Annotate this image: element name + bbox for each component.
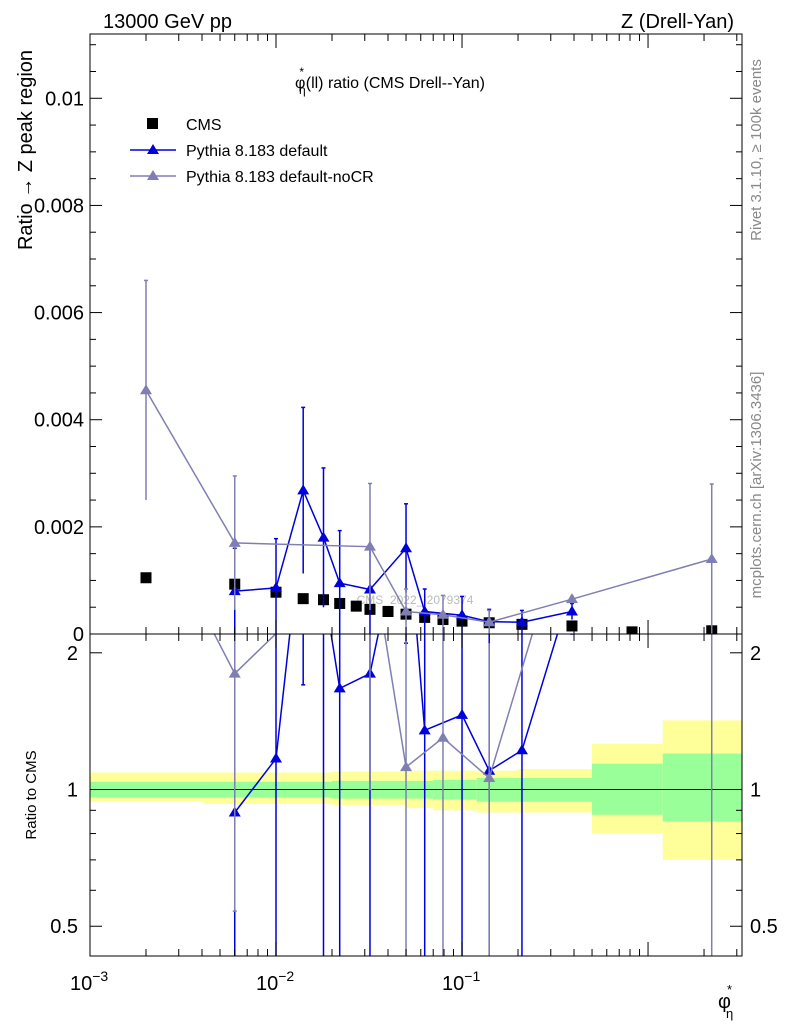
title-star: * [299,65,304,79]
mcplots-label: mcplots.cern.ch [arXiv:1306.3436] [748,372,765,599]
ratio-ylabel: Ratio to CMS [23,750,40,839]
header-process: Z (Drell-Yan) [621,11,734,33]
ratio-ytick-label-left-2: 2 [67,643,78,665]
title-eta: η [299,83,306,97]
cms-point-16 [626,626,638,634]
ratio-ytick-label-right-0: 0.5 [750,916,778,938]
pythia-8-183-default-nocr-point-4 [436,608,449,619]
ratio-ytick-label-left-1: 1 [67,780,78,802]
pythia-8-183-default-nocr-point-1 [228,536,241,547]
pythia-8-183-default-point-3 [317,531,330,542]
pythia-8-183-default-ratio-line [234,634,559,813]
pythia-8-183-default-point-10 [515,616,528,627]
xtick-exp: −2 [278,968,294,984]
ratio-xtick-label-0: 10−3 [70,968,108,995]
legend-cms-marker [147,118,158,129]
legend-nocr-label: Pythia 8.183 default-noCR [186,169,374,186]
pythia-8-183-default-nocr-point-7 [705,553,718,563]
legend-cms-label: CMS [186,117,222,134]
main-ytick-label-3: 0.006 [34,303,84,325]
main-series-layer [139,279,718,634]
ratio-ytick-label-left-0: 0.5 [50,916,78,938]
pythia-8-183-default-nocr-point-5 [483,616,496,627]
cms-point-0 [140,572,152,584]
xtick-base: 10 [256,973,278,995]
pythia-8-183-default-ratio-point-7 [418,724,431,735]
main-ylabel: Ratio → Z peak region [15,50,37,250]
title-rest: (ll) ratio (CMS Drell--Yan) [306,75,485,92]
xlabel-eta: η [726,1006,733,1021]
cms-point-15 [566,620,578,632]
cms-point-3 [297,593,309,605]
rivet-label: Rivet 3.1.10, ≥ 100k events [748,59,765,241]
legend-default-marker [147,144,159,154]
xtick-exp: −3 [92,968,108,984]
xtick-base: 10 [442,973,464,995]
legend: CMS Pythia 8.183 default Pythia 8.183 de… [130,117,374,186]
main-ytick-label-1: 0.002 [34,517,84,539]
main-ytick-label-5: 0.01 [45,88,84,110]
ratio-xtick-label-1: 10−2 [256,968,294,995]
pythia-8-183-default-nocr-ratio-point-3 [400,761,413,772]
ratio-frame [89,633,743,957]
pythia-8-183-default-point-6 [400,542,413,553]
pythia-8-183-default-point-11 [565,605,578,616]
main-title: φ* η(ll) ratio (CMS Drell--Yan) [295,65,485,97]
header-energy: 13000 GeV pp [103,11,232,33]
pythia-8-183-default-nocr-line [145,389,712,623]
pythia-8-183-default-ratio-point-1 [270,752,283,763]
ratio-band-inner-8 [662,753,742,822]
pythia-8-183-default-nocr-ratio-point-5 [483,772,496,783]
main-ytick-label-0: 0 [73,624,84,646]
x-axis-title: φ* η [718,982,733,1021]
xlabel-star: * [727,982,732,997]
pythia-8-183-default-point-1 [270,581,283,592]
main-ytick-label-2: 0.004 [34,410,84,432]
watermark: CMS_2022_I2079374 [357,593,474,607]
pythia-8-183-default-nocr-ratio-line [213,634,534,780]
xtick-base: 10 [70,973,92,995]
pythia-8-183-default-nocr-point-6 [565,593,578,604]
pythia-8-183-default-nocr-ratio-point-1 [228,667,241,678]
ratio-series-layer [213,165,718,956]
legend-default-label: Pythia 8.183 default [186,143,328,160]
pythia-8-183-default-nocr-ratio-point-4 [436,731,449,742]
ratio-ytick-label-right-2: 2 [750,643,761,665]
pythia-8-183-default-nocr-point-3 [400,605,413,616]
ratio-xtick-label-2: 10−1 [442,968,480,995]
pythia-8-183-default-ratio-point-11 [566,580,578,590]
main-ytick-label-4: 0.008 [34,195,84,217]
xlabel-phi: φ [718,991,731,1013]
cms-point-6 [350,600,362,612]
ratio-ytick-label-right-1: 1 [750,780,761,802]
pythia-8-183-default-nocr-point-0 [139,384,152,395]
pythia-8-183-default-line [234,488,573,623]
pythia-8-183-default-ratio-point-8 [456,708,469,719]
cms-point-8 [382,606,394,617]
pythia-8-183-default-point-2 [297,484,310,495]
pythia-8-183-default-nocr-ratio-point-7 [706,165,718,175]
pythia-8-183-default-ratio-point-10 [515,744,528,755]
pythia-8-183-default-nocr-ratio-point-6 [566,496,578,506]
pythia-8-183-default-nocr-point-2 [363,540,376,551]
pythia-8-183-default-point-4 [333,577,346,588]
xtick-exp: −1 [464,968,480,984]
legend-nocr-marker [147,170,159,180]
title-phi: φ [295,75,305,92]
ratio-band-layer [90,720,742,860]
pythia-8-183-default-ratio-point-4 [333,682,346,693]
